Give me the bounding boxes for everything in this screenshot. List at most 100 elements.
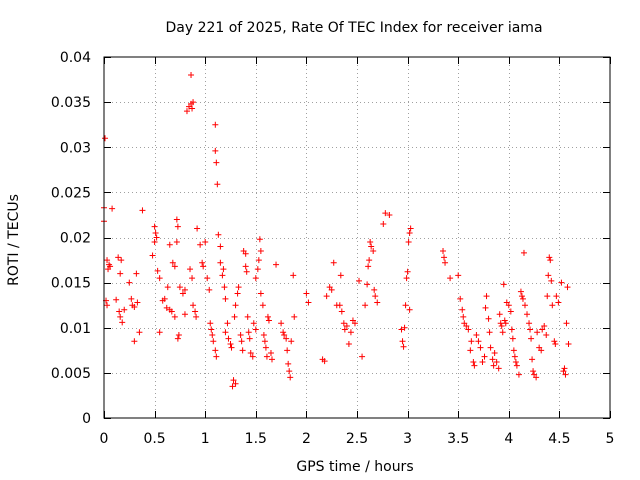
data-point-marker bbox=[156, 275, 163, 282]
data-point-marker bbox=[113, 296, 120, 303]
data-point-marker bbox=[517, 288, 524, 295]
data-point-marker bbox=[370, 248, 377, 255]
data-point-marker bbox=[328, 286, 335, 293]
data-point-marker bbox=[187, 266, 194, 273]
data-point-marker bbox=[565, 340, 572, 347]
data-point-marker bbox=[163, 304, 170, 311]
data-point-marker bbox=[520, 249, 527, 256]
y-tick-label: 0.015 bbox=[51, 276, 91, 292]
data-point-marker bbox=[213, 159, 220, 166]
data-point-marker bbox=[134, 299, 141, 306]
data-point-marker bbox=[539, 326, 546, 333]
y-tick-label: 0.03 bbox=[60, 140, 91, 156]
data-point-marker bbox=[402, 302, 409, 309]
data-point-marker bbox=[496, 311, 503, 318]
data-point-marker bbox=[477, 344, 484, 351]
x-axis-label: GPS time / hours bbox=[296, 459, 413, 475]
data-point-marker bbox=[190, 99, 197, 106]
data-point-marker bbox=[382, 210, 389, 217]
data-point-marker bbox=[553, 293, 560, 300]
chart-title: Day 221 of 2025, Rate Of TEC Index for r… bbox=[165, 20, 542, 36]
data-point-marker bbox=[280, 329, 287, 336]
data-point-marker bbox=[232, 302, 239, 309]
data-point-marker bbox=[164, 284, 171, 291]
y-tick-label: 0 bbox=[82, 411, 91, 427]
data-point-marker bbox=[498, 322, 505, 329]
data-point-marker bbox=[487, 344, 494, 351]
data-point-marker bbox=[400, 343, 407, 350]
data-point-marker bbox=[330, 259, 337, 266]
data-point-marker bbox=[303, 290, 310, 297]
data-point-marker bbox=[406, 229, 413, 236]
data-point-marker bbox=[374, 299, 381, 306]
data-point-marker bbox=[193, 313, 200, 320]
data-point-marker bbox=[283, 335, 290, 342]
data-point-marker bbox=[546, 254, 553, 261]
x-tick-label: 4 bbox=[504, 431, 513, 447]
data-point-marker bbox=[505, 302, 512, 309]
data-point-marker bbox=[336, 302, 343, 309]
data-point-marker bbox=[563, 320, 570, 327]
data-point-marker bbox=[404, 268, 411, 275]
data-point-marker bbox=[560, 368, 567, 375]
data-point-marker bbox=[254, 266, 261, 273]
data-point-marker bbox=[204, 275, 211, 282]
data-point-marker bbox=[545, 272, 552, 279]
data-point-marker bbox=[192, 308, 199, 315]
x-tick-label: 4.5 bbox=[548, 431, 570, 447]
data-point-marker bbox=[259, 302, 266, 309]
data-point-marker bbox=[510, 347, 517, 354]
data-point-marker bbox=[228, 344, 235, 351]
data-point-marker bbox=[189, 105, 196, 112]
data-point-marker bbox=[214, 181, 221, 188]
data-point-marker bbox=[548, 277, 555, 284]
data-point-marker bbox=[509, 335, 516, 342]
data-point-marker bbox=[399, 338, 406, 345]
data-point-marker bbox=[264, 313, 271, 320]
data-point-marker bbox=[249, 353, 256, 360]
data-point-marker bbox=[460, 313, 467, 320]
x-tick-label: 1 bbox=[201, 431, 210, 447]
data-point-marker bbox=[250, 320, 257, 327]
data-point-marker bbox=[109, 205, 116, 212]
x-tick-label: 0.5 bbox=[143, 431, 165, 447]
data-point-marker bbox=[255, 257, 262, 264]
data-point-marker bbox=[200, 263, 207, 270]
data-point-marker bbox=[235, 284, 242, 291]
data-point-marker bbox=[285, 360, 292, 367]
data-point-marker bbox=[119, 319, 126, 326]
data-point-marker bbox=[555, 299, 562, 306]
data-point-marker bbox=[133, 270, 140, 277]
data-point-marker bbox=[257, 248, 264, 255]
data-point-marker bbox=[118, 257, 125, 264]
data-point-marker bbox=[407, 225, 414, 232]
data-point-marker bbox=[406, 306, 413, 313]
data-point-marker bbox=[179, 290, 186, 297]
data-point-marker bbox=[518, 293, 525, 300]
data-point-marker bbox=[115, 254, 122, 261]
data-point-marker bbox=[502, 320, 509, 327]
data-point-marker bbox=[527, 326, 534, 333]
data-point-marker bbox=[405, 239, 412, 246]
data-point-marker bbox=[207, 320, 214, 327]
data-point-marker bbox=[263, 353, 270, 360]
data-point-marker bbox=[507, 308, 514, 315]
data-point-marker bbox=[347, 329, 354, 336]
data-point-marker bbox=[343, 322, 350, 329]
data-point-marker bbox=[323, 293, 330, 300]
data-point-marker bbox=[156, 329, 163, 336]
data-point-marker bbox=[242, 263, 249, 270]
data-point-marker bbox=[208, 326, 215, 333]
data-point-marker bbox=[231, 313, 238, 320]
data-point-marker bbox=[468, 338, 475, 345]
data-point-marker bbox=[242, 250, 249, 257]
data-point-marker bbox=[104, 257, 111, 264]
x-tick-label: 5 bbox=[606, 431, 615, 447]
data-point-marker bbox=[558, 279, 565, 286]
data-point-marker bbox=[219, 272, 226, 279]
data-point-marker bbox=[262, 344, 269, 351]
data-point-marker bbox=[169, 259, 176, 266]
data-point-marker bbox=[459, 306, 466, 313]
data-point-marker bbox=[345, 340, 352, 347]
data-point-marker bbox=[479, 359, 486, 366]
